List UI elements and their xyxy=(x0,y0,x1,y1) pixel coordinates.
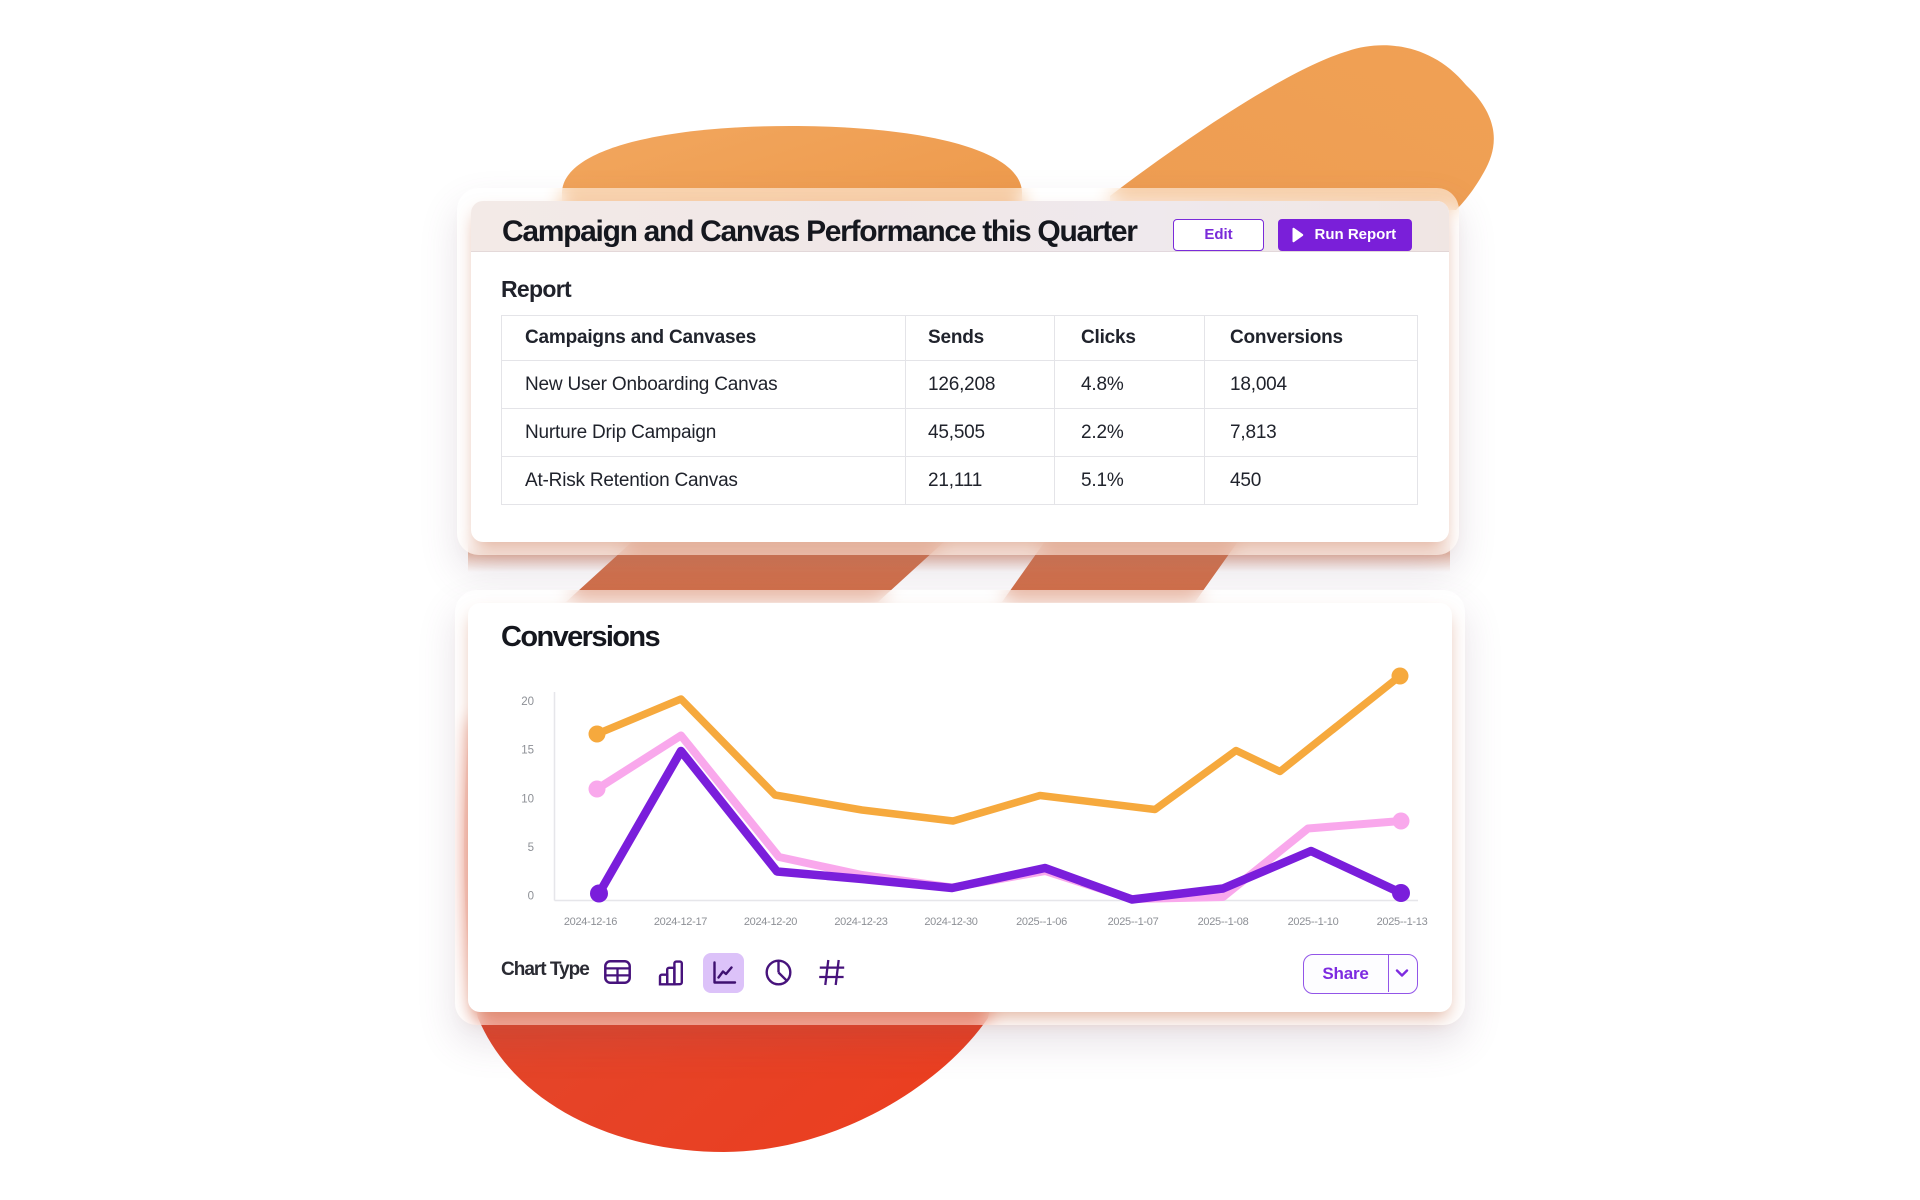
svg-text:2024-12-20: 2024-12-20 xyxy=(744,916,797,928)
svg-text:2025--1-06: 2025--1-06 xyxy=(1016,916,1067,928)
svg-text:2025--1-13: 2025--1-13 xyxy=(1377,916,1428,928)
svg-text:2025--1-07: 2025--1-07 xyxy=(1108,916,1159,928)
svg-text:2024-12-30: 2024-12-30 xyxy=(924,916,977,928)
svg-text:2025--1-08: 2025--1-08 xyxy=(1198,916,1249,928)
svg-text:2025--1-10: 2025--1-10 xyxy=(1288,916,1339,928)
svg-text:2024-12-16: 2024-12-16 xyxy=(564,916,617,928)
svg-text:2024-12-23: 2024-12-23 xyxy=(834,916,887,928)
svg-text:0: 0 xyxy=(528,891,534,903)
svg-text:2024-12-17: 2024-12-17 xyxy=(654,916,707,928)
svg-text:15: 15 xyxy=(521,745,534,757)
svg-text:20: 20 xyxy=(521,696,534,708)
svg-text:10: 10 xyxy=(521,794,534,806)
svg-text:5: 5 xyxy=(528,842,534,854)
